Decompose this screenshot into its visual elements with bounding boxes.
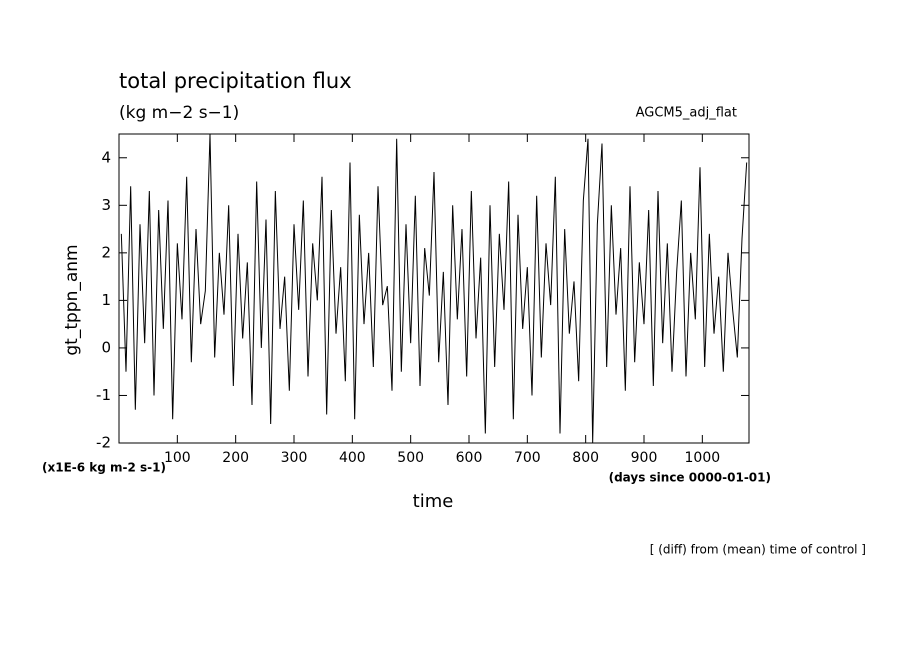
y-tick-label: 1 — [101, 291, 111, 309]
x-tick-label: 700 — [514, 450, 541, 466]
y-axis-label: gt_tppn_anm — [62, 244, 82, 355]
chart-subtitle: (kg m−2 s−1) — [119, 103, 239, 123]
footer: [ (diff) from (mean) time of control ] — [650, 543, 866, 557]
annotation: AGCM5_adj_flat — [636, 106, 737, 121]
plot-frame — [118, 133, 750, 444]
chart-title: total precipitation flux — [119, 69, 352, 93]
x-tick-label: 300 — [281, 450, 308, 466]
y-tick-label: 4 — [101, 148, 111, 166]
x-tick-label: 900 — [631, 450, 658, 466]
x-tick-label: 600 — [456, 450, 483, 466]
y-tick-label: -2 — [96, 434, 111, 452]
x-tick-label: 1000 — [685, 450, 721, 466]
y-unit: (x1E-6 kg m-2 s-1) — [42, 461, 166, 475]
y-tick-label: 0 — [101, 338, 111, 356]
data-line — [120, 133, 748, 444]
x-unit: (days since 0000-01-01) — [609, 471, 771, 485]
y-tick-label: -1 — [96, 386, 111, 404]
y-tick-label: 2 — [101, 243, 111, 261]
x-tick-label: 500 — [397, 450, 424, 466]
x-axis-label: time — [413, 491, 454, 512]
x-tick-label: 100 — [164, 450, 191, 466]
x-tick-label: 400 — [339, 450, 366, 466]
x-tick-label: 200 — [222, 450, 249, 466]
x-tick-label: 800 — [572, 450, 599, 466]
y-tick-label: 3 — [101, 196, 111, 214]
